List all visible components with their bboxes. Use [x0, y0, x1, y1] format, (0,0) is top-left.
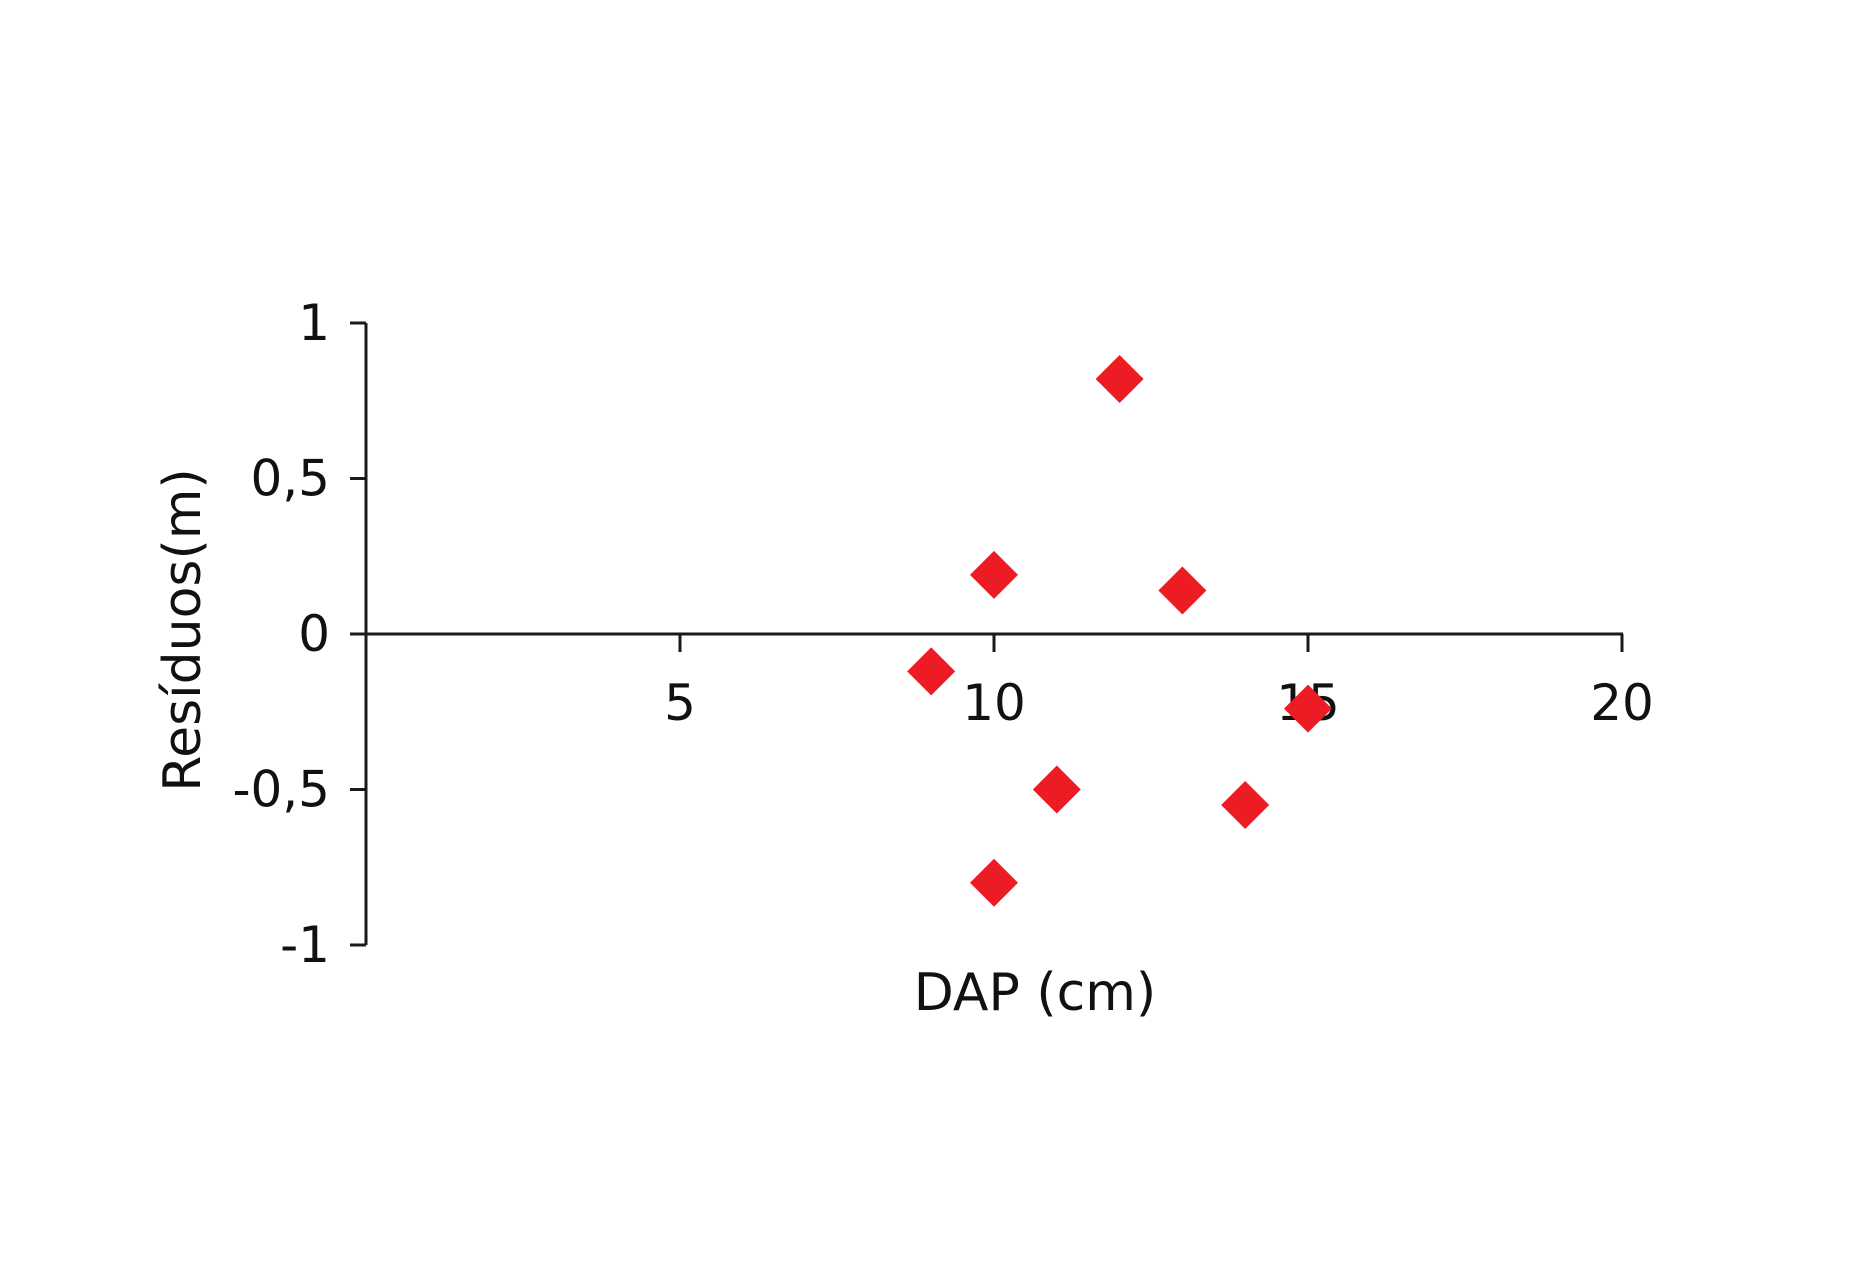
data-point [970, 858, 1018, 907]
data-point [1221, 781, 1270, 830]
x-axis-title: DAP (cm) [914, 963, 1156, 1023]
data-points [907, 354, 1332, 907]
y-tick-label: -0,5 [232, 761, 330, 819]
y-tick-label: -1 [280, 916, 330, 974]
axes: 10,50-0,5-15101520 [232, 294, 1653, 974]
data-point [1095, 354, 1144, 403]
y-tick-label: 0,5 [250, 450, 330, 508]
data-point [1284, 684, 1332, 733]
data-point [907, 647, 956, 696]
y-tick-label: 0 [298, 605, 330, 663]
y-tick-label: 1 [298, 294, 330, 352]
x-tick-label: 5 [664, 674, 696, 732]
x-tick-label: 20 [1590, 674, 1654, 732]
data-point [1032, 765, 1081, 814]
x-tick-label: 10 [962, 674, 1026, 732]
data-point [970, 550, 1018, 599]
y-axis-title: Resíduos(m) [153, 468, 213, 791]
data-point [1158, 566, 1207, 615]
